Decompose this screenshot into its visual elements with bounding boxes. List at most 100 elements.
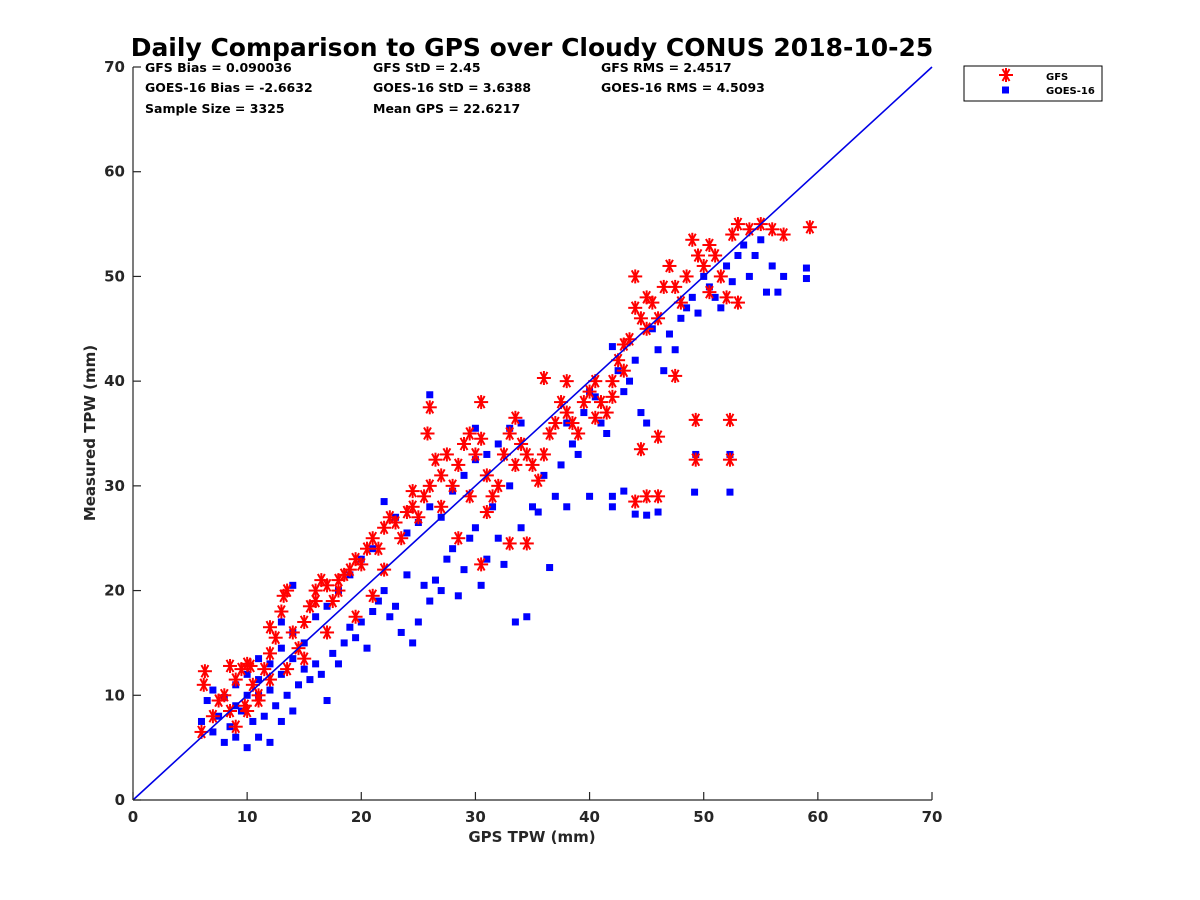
goes16-point <box>243 670 251 678</box>
gfs-point <box>725 227 740 242</box>
goes16-point <box>209 728 217 736</box>
gfs-point <box>639 489 654 504</box>
x-tick-label: 70 <box>922 808 943 826</box>
gfs-point <box>525 457 540 472</box>
goes16-point <box>426 597 434 605</box>
goes16-point <box>631 510 639 518</box>
goes16-point <box>243 744 251 752</box>
goes16-point <box>352 634 360 642</box>
goes16-point <box>643 511 651 519</box>
goes16-point <box>277 618 285 626</box>
legend-marker-goes16 <box>1002 86 1009 94</box>
goes16-point <box>691 488 699 496</box>
gfs-point <box>702 285 717 300</box>
gfs-point <box>519 447 534 462</box>
gfs-point <box>633 311 648 326</box>
goes16-point <box>249 717 257 725</box>
stat-0: GFS Bias = 0.090036 <box>145 60 292 75</box>
goes16-point <box>762 288 770 296</box>
gfs-point <box>719 290 734 305</box>
goes16-point <box>374 597 382 605</box>
chart-title: Daily Comparison to GPS over Cloudy CONU… <box>131 33 934 62</box>
reference-line <box>132 66 933 801</box>
legend-label-goes16: GOES-16 <box>1046 86 1095 97</box>
gfs-point <box>434 499 449 514</box>
goes16-point <box>466 534 474 542</box>
goes16-point <box>751 251 759 259</box>
goes16-point <box>683 304 691 312</box>
goes16-point <box>500 560 508 568</box>
goes16-point <box>540 471 548 479</box>
gfs-point <box>308 594 323 609</box>
y-tick-label: 20 <box>104 582 125 600</box>
gfs-point <box>285 625 300 640</box>
goes16-point <box>312 660 320 668</box>
goes16-point <box>454 592 462 600</box>
goes16-point <box>323 602 331 610</box>
goes16-point <box>660 367 668 375</box>
gfs-point <box>240 703 255 718</box>
gfs-point <box>365 588 380 603</box>
y-tick-label: 70 <box>104 58 125 76</box>
gfs-point <box>536 447 551 462</box>
gfs-point <box>422 478 437 493</box>
gfs-point <box>302 599 317 614</box>
goes16-point <box>523 613 531 621</box>
x-tick-label: 30 <box>465 808 486 826</box>
y-tick-label: 10 <box>104 686 125 704</box>
gfs-point <box>565 416 580 431</box>
y-tick-label: 30 <box>104 477 125 495</box>
goes16-point <box>277 670 285 678</box>
stat-4: GOES-16 StD = 3.6388 <box>373 80 531 95</box>
goes16-point <box>255 733 263 741</box>
goes16-point <box>568 440 576 448</box>
gfs-point <box>802 220 817 235</box>
gfs-point <box>730 217 745 232</box>
goes16-point <box>403 529 411 537</box>
goes16-point <box>637 409 645 417</box>
goes16-point <box>203 697 211 705</box>
goes16-point <box>494 440 502 448</box>
goes16-point <box>780 272 788 280</box>
gfs-point <box>325 594 340 609</box>
gfs-point <box>474 557 489 572</box>
goes16-point <box>740 241 748 249</box>
goes16-point <box>654 508 662 516</box>
x-tick-label: 0 <box>128 808 138 826</box>
gfs-point <box>420 426 435 441</box>
gfs-point <box>462 426 477 441</box>
goes16-point <box>232 733 240 741</box>
series-gfs <box>194 217 817 739</box>
goes16-point <box>757 236 765 244</box>
goes16-point <box>380 498 388 506</box>
gfs-point <box>685 232 700 247</box>
goes16-point <box>460 566 468 574</box>
goes16-point <box>591 393 599 401</box>
x-tick-label: 50 <box>693 808 714 826</box>
goes16-point <box>426 503 434 511</box>
legend-marker-gfs <box>999 68 1013 82</box>
goes16-point <box>414 618 422 626</box>
gfs-point <box>508 410 523 425</box>
gfs-point <box>445 478 460 493</box>
gfs-point <box>776 227 791 242</box>
goes16-point <box>734 251 742 259</box>
goes16-point <box>255 676 263 684</box>
goes16-point <box>431 576 439 584</box>
legend: GFS GOES-16 <box>963 65 1103 102</box>
gfs-point <box>582 384 597 399</box>
gfs-point <box>405 484 420 499</box>
gfs-point <box>588 410 603 425</box>
gfs-point <box>457 436 472 451</box>
goes16-point <box>386 613 394 621</box>
gfs-point <box>257 662 272 677</box>
gfs-point <box>434 468 449 483</box>
gfs-point <box>365 531 380 546</box>
gfs-point <box>628 300 643 315</box>
gfs-point <box>205 709 220 724</box>
stat-3: GOES-16 Bias = -2.6632 <box>145 80 313 95</box>
goes16-point <box>260 712 268 720</box>
stat-7: Mean GPS = 22.6217 <box>373 101 520 116</box>
y-tick-label: 0 <box>115 791 125 809</box>
